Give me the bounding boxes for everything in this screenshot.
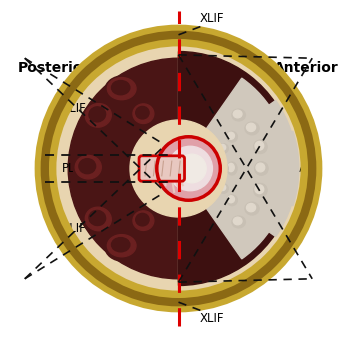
Ellipse shape — [220, 185, 226, 191]
Ellipse shape — [254, 184, 267, 197]
FancyBboxPatch shape — [142, 159, 181, 178]
Wedge shape — [68, 58, 178, 279]
Wedge shape — [178, 168, 292, 285]
Ellipse shape — [75, 155, 101, 179]
Ellipse shape — [219, 163, 228, 174]
Text: PLIF: PLIF — [61, 162, 85, 175]
Ellipse shape — [151, 191, 161, 202]
Ellipse shape — [212, 155, 217, 160]
Circle shape — [130, 120, 227, 217]
Ellipse shape — [149, 189, 165, 206]
Text: XLIF: XLIF — [200, 312, 224, 326]
Ellipse shape — [211, 164, 219, 173]
Ellipse shape — [211, 175, 219, 183]
Ellipse shape — [227, 196, 235, 203]
Ellipse shape — [107, 235, 136, 257]
Ellipse shape — [228, 163, 234, 172]
Ellipse shape — [220, 144, 226, 151]
Wedge shape — [178, 138, 296, 199]
Ellipse shape — [255, 142, 264, 150]
Text: ALIF: ALIF — [299, 162, 323, 175]
Wedge shape — [178, 55, 290, 168]
Ellipse shape — [133, 104, 154, 123]
Ellipse shape — [227, 132, 235, 139]
Wedge shape — [178, 52, 292, 168]
Ellipse shape — [227, 162, 237, 175]
Wedge shape — [45, 35, 178, 302]
Ellipse shape — [85, 103, 111, 127]
Ellipse shape — [212, 165, 217, 170]
Ellipse shape — [233, 217, 242, 225]
Ellipse shape — [211, 154, 219, 162]
Wedge shape — [178, 100, 297, 237]
Wedge shape — [178, 45, 302, 292]
Ellipse shape — [255, 185, 264, 193]
Ellipse shape — [232, 109, 245, 121]
Ellipse shape — [232, 216, 245, 228]
Ellipse shape — [105, 76, 142, 104]
Ellipse shape — [219, 144, 228, 153]
Ellipse shape — [233, 110, 242, 118]
Ellipse shape — [79, 159, 96, 174]
Ellipse shape — [159, 155, 166, 177]
Ellipse shape — [89, 210, 106, 225]
Ellipse shape — [212, 175, 217, 180]
Circle shape — [177, 154, 206, 183]
Ellipse shape — [151, 131, 161, 142]
Ellipse shape — [133, 211, 154, 231]
Ellipse shape — [83, 205, 117, 236]
Text: Anterior: Anterior — [274, 61, 339, 75]
Ellipse shape — [149, 188, 169, 209]
Wedge shape — [178, 78, 289, 259]
Ellipse shape — [245, 122, 259, 135]
Circle shape — [155, 137, 218, 200]
Ellipse shape — [246, 123, 256, 131]
Ellipse shape — [136, 106, 149, 119]
Ellipse shape — [256, 163, 265, 172]
Ellipse shape — [246, 204, 256, 212]
Ellipse shape — [132, 102, 159, 128]
Ellipse shape — [149, 129, 165, 146]
Circle shape — [168, 146, 212, 191]
Ellipse shape — [149, 128, 169, 149]
Text: Posterior: Posterior — [18, 61, 90, 75]
Ellipse shape — [219, 184, 228, 193]
Wedge shape — [55, 45, 178, 292]
Ellipse shape — [132, 209, 159, 235]
Ellipse shape — [107, 78, 136, 100]
Wedge shape — [178, 35, 312, 302]
Ellipse shape — [136, 213, 149, 226]
Ellipse shape — [245, 202, 259, 215]
Wedge shape — [178, 132, 286, 205]
Ellipse shape — [89, 107, 106, 122]
Ellipse shape — [111, 81, 130, 95]
Ellipse shape — [105, 233, 142, 261]
Ellipse shape — [85, 207, 111, 231]
Text: TLIF: TLIF — [61, 102, 85, 115]
Ellipse shape — [254, 140, 267, 153]
FancyBboxPatch shape — [139, 156, 185, 181]
Ellipse shape — [111, 238, 130, 252]
Text: XLIF: XLIF — [200, 11, 224, 25]
Ellipse shape — [255, 162, 268, 175]
Ellipse shape — [157, 150, 169, 184]
Ellipse shape — [73, 153, 107, 184]
Ellipse shape — [157, 147, 173, 190]
Ellipse shape — [220, 164, 226, 171]
Text: TLIF: TLIF — [61, 222, 85, 235]
Wedge shape — [178, 168, 290, 282]
Ellipse shape — [83, 101, 117, 132]
Ellipse shape — [227, 131, 237, 142]
Ellipse shape — [227, 195, 237, 206]
Wedge shape — [178, 131, 299, 206]
